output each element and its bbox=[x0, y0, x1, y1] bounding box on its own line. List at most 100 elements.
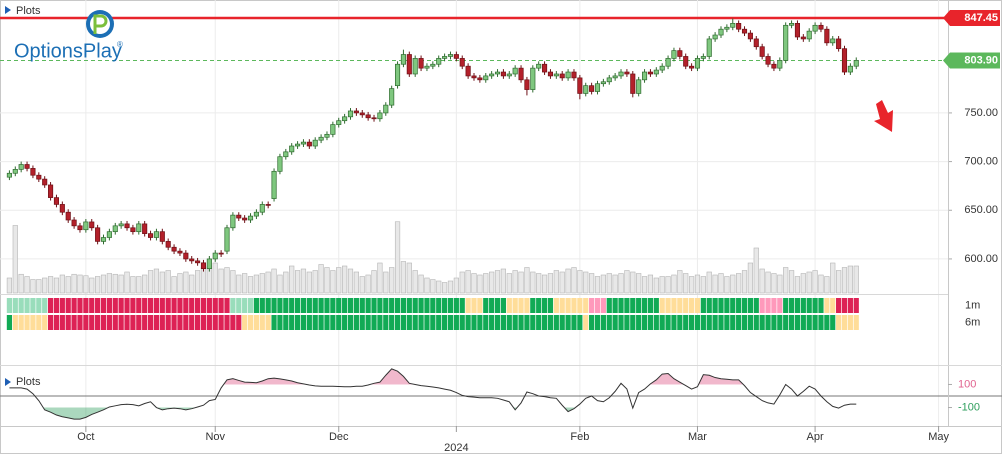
signal-cell bbox=[377, 315, 383, 330]
volume-bar bbox=[653, 277, 659, 294]
volume-bar bbox=[336, 267, 342, 294]
volume-bar bbox=[218, 268, 224, 294]
volume-bar bbox=[712, 274, 718, 294]
candle-body bbox=[571, 71, 577, 79]
signal-cell bbox=[89, 298, 95, 313]
volume-bar bbox=[618, 273, 624, 294]
signal-cell bbox=[230, 315, 236, 330]
trend-arrow bbox=[874, 100, 893, 132]
signal-cell bbox=[200, 298, 207, 313]
candle-body bbox=[465, 65, 471, 77]
candle-body bbox=[442, 56, 448, 59]
volume-bar bbox=[447, 280, 454, 294]
panel-toggle[interactable] bbox=[5, 378, 11, 386]
candle-body bbox=[659, 65, 665, 71]
candle-body bbox=[230, 214, 236, 229]
signal-cell bbox=[65, 315, 71, 330]
volume-bar bbox=[783, 267, 789, 294]
volume-bar bbox=[47, 276, 54, 294]
signal-cell bbox=[612, 315, 618, 330]
signal-cell bbox=[147, 315, 154, 330]
signal-cell bbox=[441, 298, 448, 313]
candle-body bbox=[489, 73, 495, 77]
candle-body bbox=[336, 120, 342, 125]
candle-body bbox=[48, 184, 54, 198]
candle-body bbox=[724, 26, 730, 30]
signal-cell bbox=[77, 298, 83, 313]
signal-cell bbox=[271, 315, 277, 330]
candle-body bbox=[42, 178, 48, 186]
signal-cell bbox=[359, 315, 365, 330]
signal-cell bbox=[777, 298, 783, 313]
volume-bar bbox=[806, 271, 812, 294]
signal-cell bbox=[583, 315, 589, 330]
signal-cell bbox=[359, 298, 365, 313]
candle-body bbox=[265, 204, 271, 206]
signal-cell bbox=[606, 315, 612, 330]
signal-cell bbox=[383, 298, 389, 313]
volume-bar bbox=[412, 270, 418, 294]
candle-body bbox=[106, 231, 112, 238]
signal-cell bbox=[483, 298, 489, 313]
signal-cell bbox=[118, 315, 124, 330]
signal-cell bbox=[171, 315, 177, 330]
volume-bar bbox=[353, 271, 359, 294]
overbought-fill bbox=[223, 368, 744, 385]
candle-body bbox=[89, 221, 95, 229]
candle-body bbox=[6, 172, 12, 178]
candle-body bbox=[741, 28, 748, 34]
candle-body bbox=[712, 34, 718, 40]
oversold-fill bbox=[9, 407, 857, 420]
signal-cell bbox=[171, 298, 177, 313]
volume-bar bbox=[400, 261, 407, 294]
signal-cell bbox=[59, 315, 65, 330]
x-tick-label: Feb bbox=[570, 431, 589, 443]
x-tick-label: Nov bbox=[205, 431, 225, 443]
signal-cell bbox=[347, 315, 354, 330]
candle-body bbox=[359, 112, 365, 116]
volume-bar bbox=[459, 271, 465, 294]
signal-cell bbox=[153, 315, 160, 330]
signal-cell bbox=[706, 298, 712, 313]
signal-cell bbox=[771, 298, 777, 313]
candle-body bbox=[95, 227, 101, 242]
signal-cell bbox=[59, 298, 65, 313]
candle-body bbox=[389, 88, 395, 106]
panel-toggle[interactable] bbox=[5, 6, 11, 14]
candle-body bbox=[542, 63, 548, 73]
candle-body bbox=[830, 38, 836, 44]
signal-cell bbox=[765, 298, 771, 313]
volume-bar bbox=[406, 262, 412, 294]
signal-cell bbox=[371, 298, 377, 313]
volume-bar bbox=[6, 277, 13, 294]
candle-body bbox=[777, 60, 783, 69]
candle-body bbox=[330, 124, 336, 135]
signal-cell bbox=[371, 315, 377, 330]
candle-body bbox=[177, 250, 183, 254]
volume-bar bbox=[836, 270, 842, 294]
signal-cell bbox=[100, 315, 107, 330]
volume-bar bbox=[65, 276, 71, 294]
signal-cell bbox=[459, 315, 465, 330]
signal-cell bbox=[259, 315, 265, 330]
signal-cell bbox=[136, 315, 142, 330]
signal-cell bbox=[124, 315, 130, 330]
signal-cell bbox=[200, 315, 207, 330]
signal-cell bbox=[547, 315, 554, 330]
signal-cell bbox=[624, 315, 630, 330]
candle-body bbox=[800, 36, 806, 40]
candle-body bbox=[136, 223, 142, 233]
signal-cell bbox=[436, 315, 442, 330]
signal-cell bbox=[577, 298, 583, 313]
signal-cell bbox=[753, 298, 759, 313]
candle-body bbox=[583, 85, 589, 94]
candle-body bbox=[765, 56, 771, 65]
signal-cell bbox=[518, 315, 524, 330]
volume-bar bbox=[512, 270, 518, 294]
signal-cell bbox=[536, 298, 542, 313]
signal-cell bbox=[788, 315, 795, 330]
signal-cell bbox=[30, 315, 36, 330]
signal-cell bbox=[553, 315, 559, 330]
candle-body bbox=[371, 117, 377, 120]
signal-cell bbox=[500, 315, 507, 330]
